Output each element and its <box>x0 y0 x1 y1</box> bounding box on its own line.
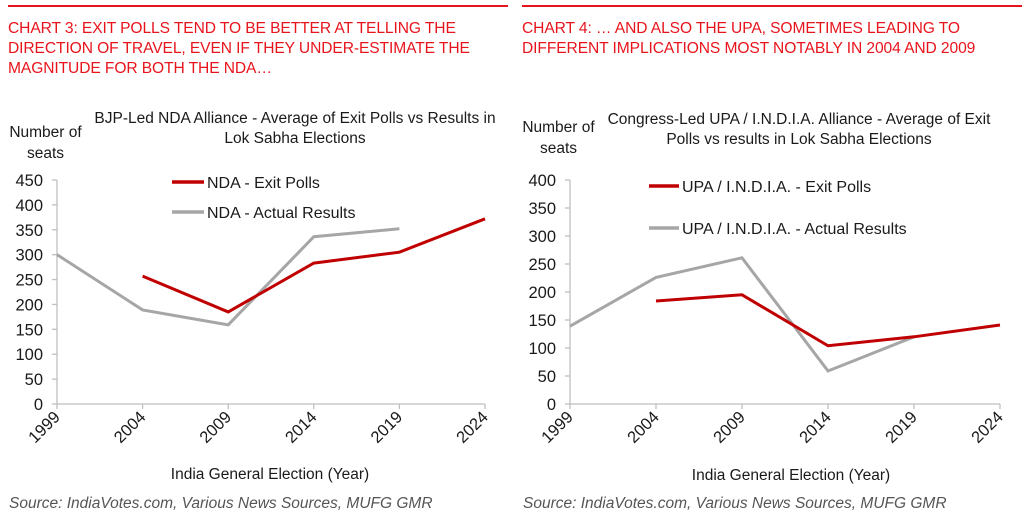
y-tick-label: 150 <box>528 312 556 330</box>
header-rule <box>8 5 508 7</box>
chart-panel-nda: CHART 3: EXIT POLLS TEND TO BE BETTER AT… <box>8 5 508 512</box>
x-tick-label: 1999 <box>538 408 577 447</box>
y-tick-label: 400 <box>528 172 556 190</box>
series-line-actual-results <box>569 256 915 373</box>
series-line-actual-results <box>56 227 400 327</box>
series-line-exit-polls <box>142 217 486 314</box>
x-axis-label: India General Election (Year) <box>170 466 370 483</box>
y-tick-label: 300 <box>528 228 556 246</box>
x-tick-label: 2009 <box>710 408 749 447</box>
x-tick-label: 2014 <box>796 408 835 447</box>
chart-headline: CHART 4: … AND ALSO THE UPA, SOMETIMES L… <box>522 20 976 57</box>
chart-headline: CHART 3: EXIT POLLS TEND TO BE BETTER AT… <box>8 20 470 77</box>
x-tick-label: 1999 <box>25 408 64 447</box>
y-tick-label: 100 <box>15 346 43 364</box>
y-tick-label: 200 <box>15 296 43 314</box>
legend-label: NDA - Actual Results <box>207 205 356 222</box>
chart-title: Congress-Led UPA / I.N.D.I.A. Alliance -… <box>607 111 991 148</box>
legend-label: UPA / I.N.D.I.A. - Actual Results <box>682 221 907 238</box>
chart-title: BJP-Led NDA Alliance - Average of Exit P… <box>94 110 496 147</box>
y-tick-label: 450 <box>15 172 43 190</box>
header-rule <box>522 5 1022 7</box>
y-tick-label: 350 <box>528 200 556 218</box>
x-tick-label: 2014 <box>282 408 321 447</box>
x-tick-label: 2024 <box>453 408 492 447</box>
chart-svg: 0 50 100 150 200 250 300 350 400 450 1999 2004 2009 2… <box>15 172 492 447</box>
y-tick-label: 250 <box>528 256 556 274</box>
y-tick-label: 50 <box>25 371 43 389</box>
x-tick-label: 2019 <box>368 408 407 447</box>
chart-panel-upa: CHART 4: … AND ALSO THE UPA, SOMETIMES L… <box>511 0 1022 524</box>
y-tick-label: 100 <box>528 340 556 358</box>
y-tick-label: 0 <box>34 396 43 414</box>
y-tick-label: 350 <box>15 222 43 240</box>
y-tick-label: 150 <box>15 321 43 339</box>
y-tick-label: 0 <box>547 396 556 414</box>
x-tick-label: 2004 <box>111 408 150 447</box>
y-axis-label: Number of seats <box>9 124 82 162</box>
source-note: Source: IndiaVotes.com, Various News Sou… <box>523 495 947 512</box>
x-tick-label: 2009 <box>196 408 235 447</box>
y-tick-label: 250 <box>15 272 43 290</box>
legend-label: NDA - Exit Polls <box>207 175 320 192</box>
x-tick-label: 2019 <box>882 408 921 447</box>
legend-label: UPA / I.N.D.I.A. - Exit Polls <box>682 179 871 196</box>
series-line-exit-polls <box>655 293 1001 348</box>
y-tick-label: 300 <box>15 247 43 265</box>
chart-svg: 0 50 100 150 200 250 300 350 400 1999 2004 2009 2014… <box>528 172 1007 447</box>
y-axis-label: Number of seats <box>522 119 595 157</box>
x-tick-label: 2024 <box>968 408 1007 447</box>
y-tick-label: 50 <box>538 368 556 386</box>
source-note: Source: IndiaVotes.com, Various News Sou… <box>9 495 433 512</box>
x-tick-label: 2004 <box>624 408 663 447</box>
y-tick-label: 200 <box>528 284 556 302</box>
x-axis-label: India General Election (Year) <box>691 467 891 484</box>
y-tick-label: 400 <box>15 197 43 215</box>
